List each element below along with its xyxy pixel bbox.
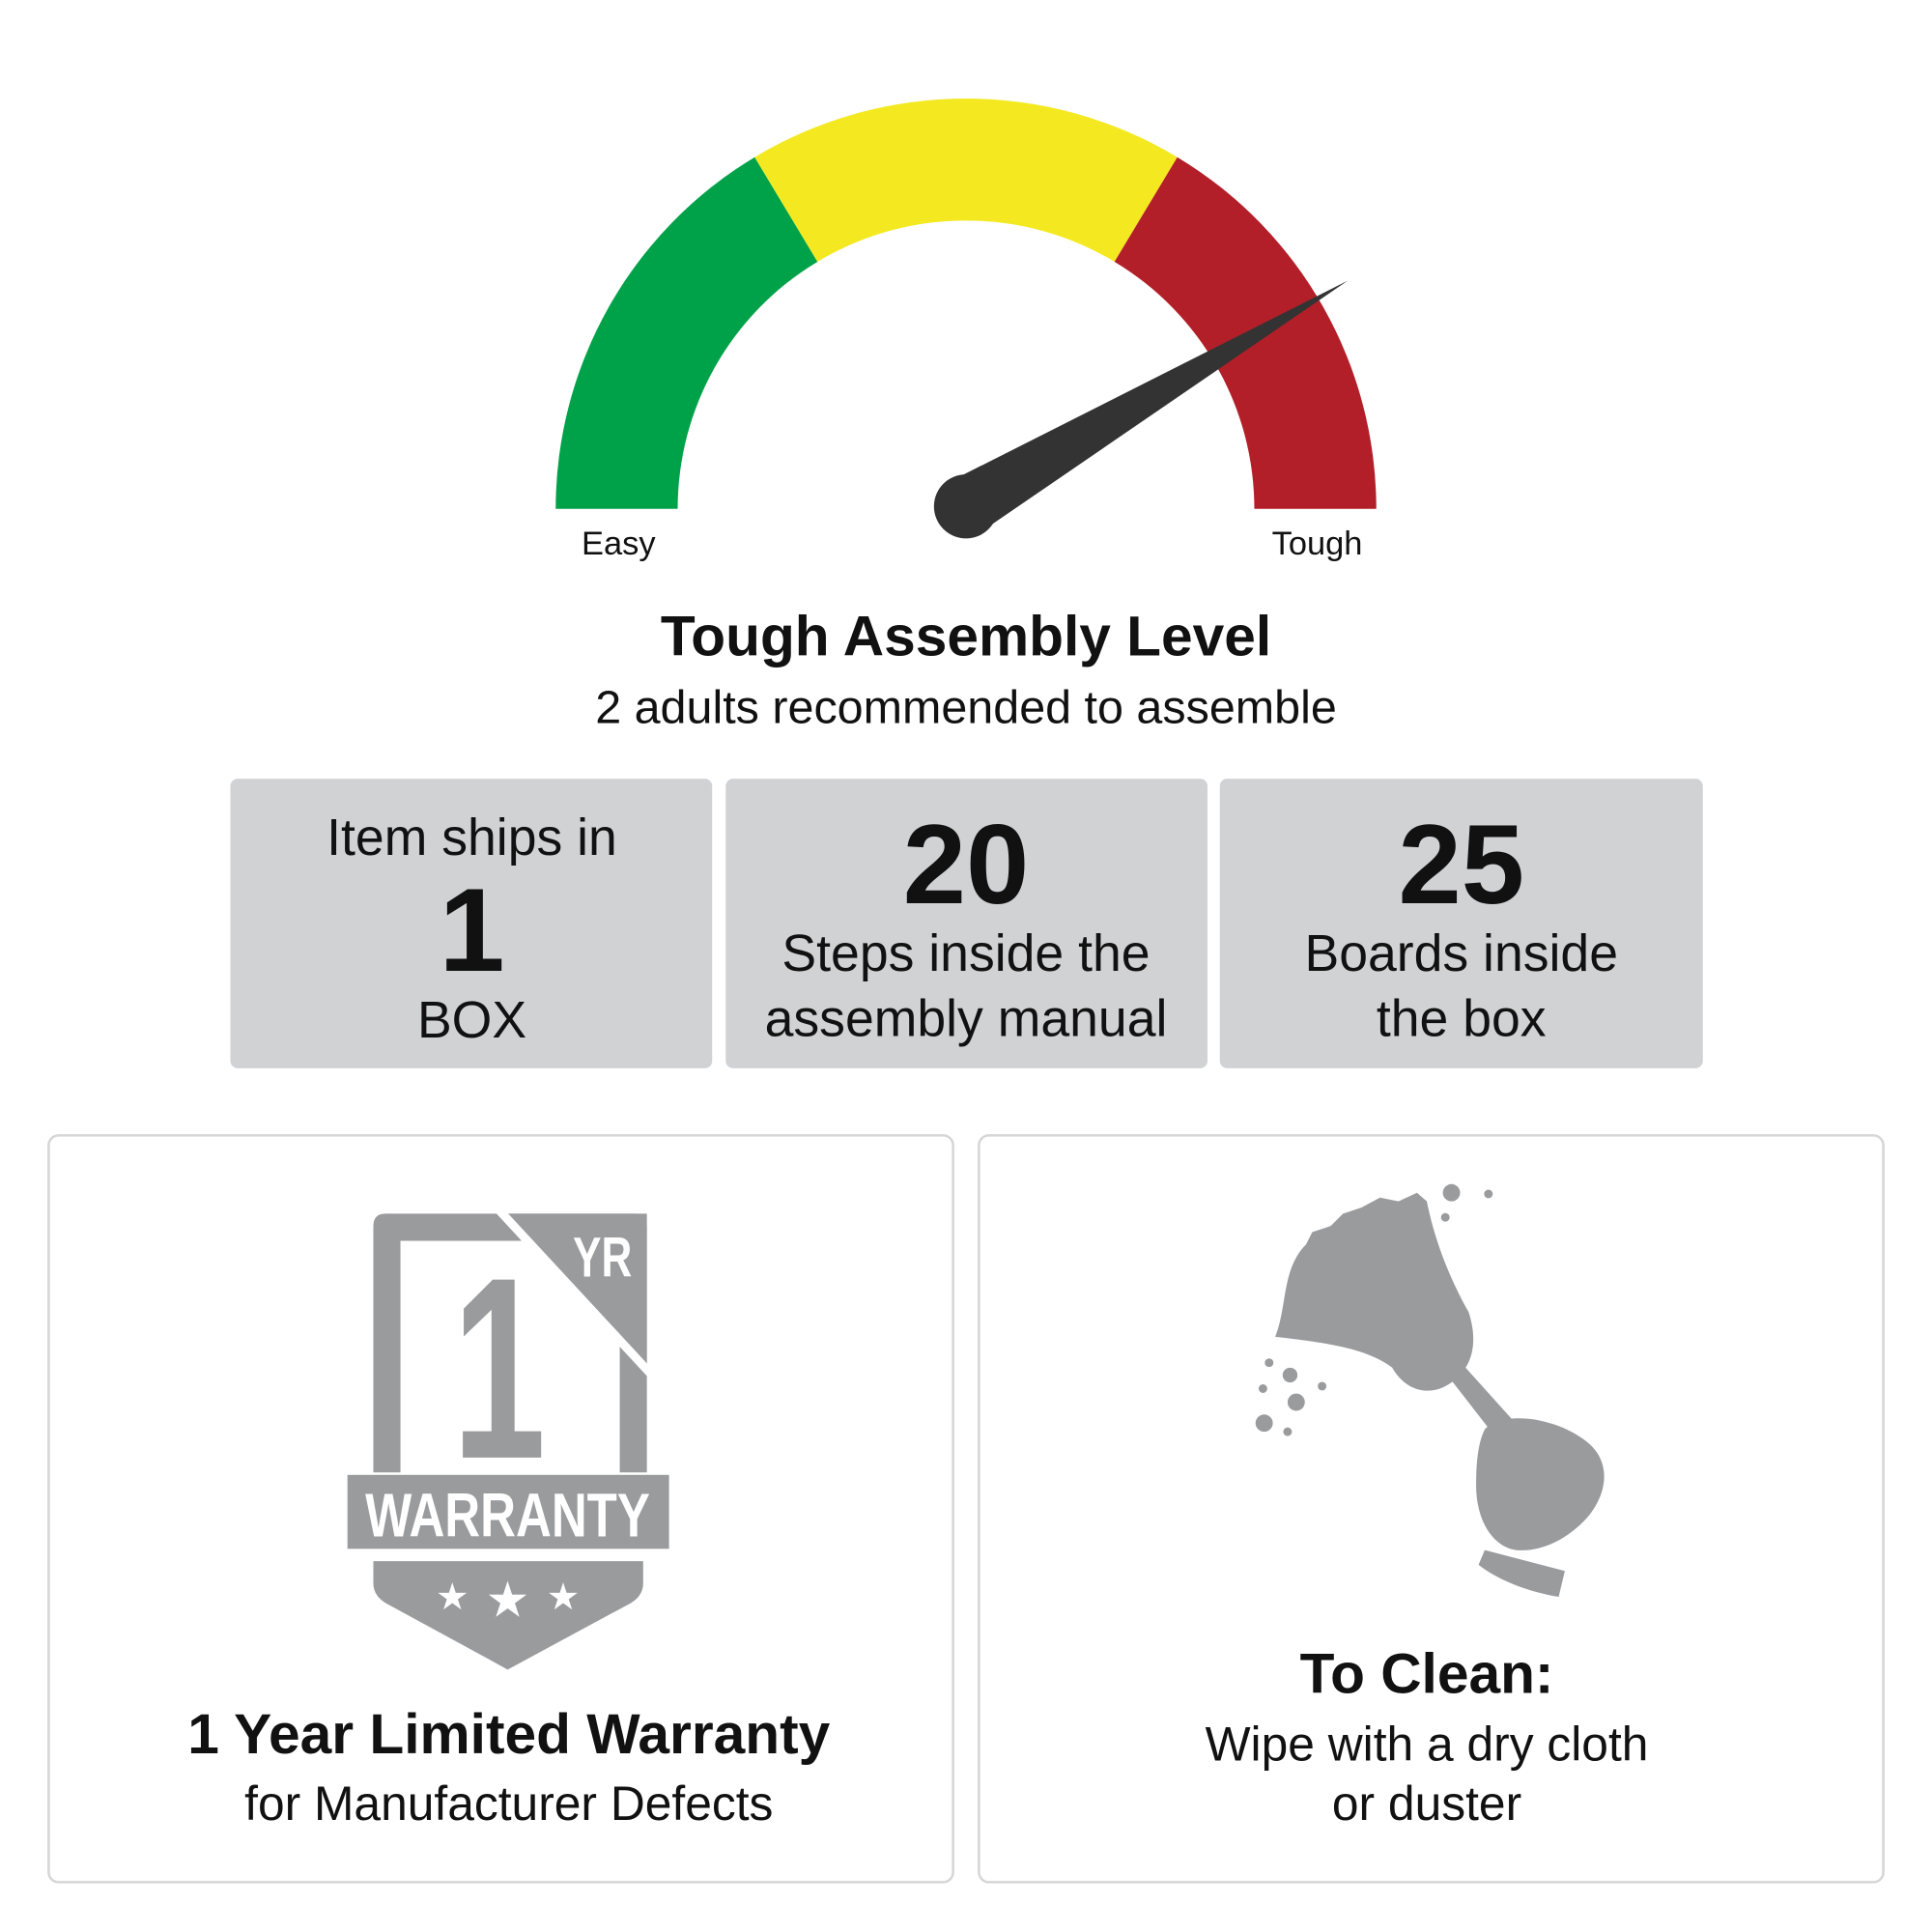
- stat-box-steps: 20 Steps inside the assembly manual: [725, 779, 1208, 1068]
- badge-label: WARRANTY: [365, 1482, 650, 1550]
- svg-text:★: ★: [436, 1577, 469, 1618]
- warranty-subtitle: for Manufacturer Defects: [244, 1776, 773, 1831]
- svg-text:★: ★: [547, 1577, 580, 1618]
- stat-label: assembly manual: [765, 991, 1168, 1048]
- stat-label: Steps inside the: [781, 925, 1150, 982]
- stat-label: Item ships in: [327, 810, 617, 867]
- stat-box-boards: 25 Boards inside the box: [1219, 779, 1703, 1068]
- badge-unit: YR: [573, 1225, 632, 1289]
- assembly-title: Tough Assembly Level: [661, 606, 1271, 668]
- assembly-gauge: [555, 99, 1377, 539]
- gauge-segment-easy: [555, 156, 818, 509]
- assembly-subtitle: 2 adults recommended to assemble: [595, 682, 1337, 734]
- cleaning-line-1: Wipe with a dry cloth: [1206, 1718, 1649, 1772]
- stat-label: Boards inside: [1304, 925, 1618, 982]
- gauge-segment-medium: [754, 99, 1178, 262]
- stat-box-shipping: Item ships in 1 BOX: [230, 779, 713, 1068]
- gauge-min-label: Easy: [582, 526, 656, 562]
- badge-number: 1: [452, 1224, 546, 1513]
- gauge-max-label: Tough: [1272, 526, 1363, 562]
- feather-duster-icon: [1255, 1183, 1605, 1598]
- stat-value: 1: [439, 864, 504, 996]
- warranty-title: 1 Year Limited Warranty: [187, 1703, 830, 1766]
- stat-value: 20: [903, 801, 1030, 927]
- warranty-card: YR 1 WARRANTY ★ ★ ★ 1 Year Limited Warra…: [47, 1134, 954, 1884]
- cleaning-title: To Clean:: [1300, 1643, 1554, 1706]
- cleaning-line-2: or duster: [1332, 1776, 1521, 1831]
- stars-icon: ★ ★ ★: [436, 1572, 580, 1627]
- stat-label: BOX: [417, 992, 526, 1049]
- stat-value: 25: [1398, 801, 1524, 927]
- gauge-needle-icon: [933, 280, 1349, 539]
- stat-label: the box: [1377, 991, 1547, 1048]
- warranty-badge-icon: YR 1 WARRANTY ★ ★ ★: [347, 1206, 669, 1670]
- svg-text:★: ★: [486, 1572, 530, 1627]
- cleaning-card: To Clean: Wipe with a dry cloth or duste…: [978, 1134, 1885, 1884]
